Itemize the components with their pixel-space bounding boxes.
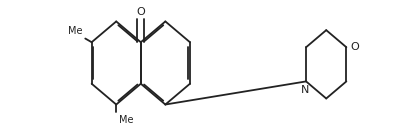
- Text: N: N: [301, 85, 310, 95]
- Text: O: O: [351, 42, 359, 52]
- Text: Me: Me: [68, 26, 82, 36]
- Text: Me: Me: [119, 115, 134, 125]
- Text: O: O: [136, 7, 145, 17]
